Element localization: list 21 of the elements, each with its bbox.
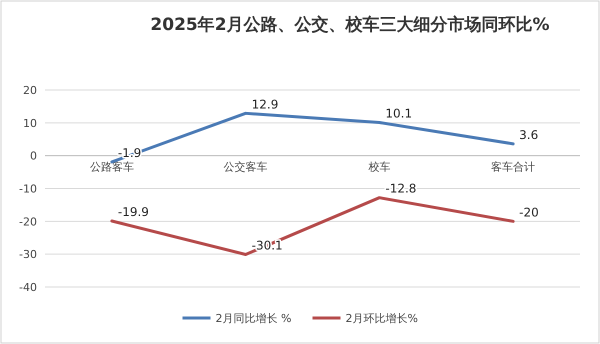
legend-label: 2月同比增长 % [216,312,292,325]
x-tick-label: 客车合计 [491,160,536,174]
line-series [110,196,515,256]
data-label: -12.8 [385,182,416,196]
x-tick-label: 公交客车 [224,160,268,174]
y-tick-label: -10 [19,182,37,196]
y-tick-label: -40 [19,281,37,294]
data-label: -19.9 [118,205,149,220]
chart-title: 2025年2月公路、公交、校车三大细分市场同环比% [150,15,550,35]
y-tick-label: 10 [23,116,37,130]
y-tick-label: 0 [30,150,37,163]
y-tick-label: -20 [19,215,37,228]
legend-label: 2月环比增长% [346,312,418,325]
y-tick-label: -30 [19,248,37,262]
y-tick-label: 20 [23,84,37,97]
data-label: 3.6 [519,128,538,142]
x-tick-label: 公路客车 [90,160,134,174]
data-label: -20 [519,205,539,220]
data-label: 10.1 [385,106,412,121]
x-tick-label: 校车 [367,160,390,174]
data-label: 12.9 [252,97,278,112]
